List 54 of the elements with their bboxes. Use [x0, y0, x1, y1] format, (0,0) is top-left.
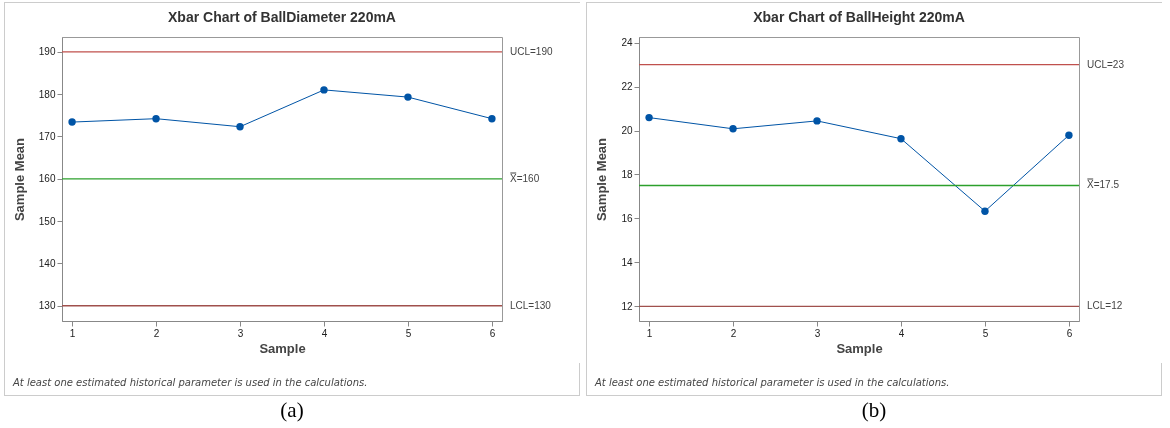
y-tick-label: 12 — [621, 300, 633, 312]
ref-line-label: UCL=23 — [1087, 58, 1125, 70]
y-tick-label: 14 — [621, 256, 633, 268]
ref-line-label: LCL=12 — [1087, 300, 1123, 312]
point — [404, 93, 412, 101]
point — [152, 114, 160, 123]
x-tick-label: 2 — [153, 327, 160, 339]
point — [897, 134, 905, 143]
ref-line-label: X̿=17.5 — [1087, 178, 1120, 191]
ref-line-label: LCL=130 — [510, 299, 552, 311]
x-tick-label: 1 — [69, 327, 76, 339]
ref-line-label: X̿=160 — [510, 171, 540, 184]
text: At least one estimated historical parameter is used in the calculations. — [595, 377, 950, 388]
y-tick-label: 130 — [38, 300, 56, 312]
point — [320, 86, 328, 94]
y-tick-label: 22 — [621, 81, 633, 93]
x-axis-title: Sample — [836, 340, 883, 356]
y-tick-label: 180 — [38, 88, 56, 100]
text: (a) — [279, 398, 305, 423]
x-tick-label: 4 — [898, 327, 905, 339]
x-tick-label: 1 — [646, 327, 653, 339]
y-tick-label: 16 — [621, 212, 633, 224]
y-axis-title: Sample Mean — [11, 137, 27, 222]
point — [236, 123, 244, 131]
x-tick-label: 4 — [321, 327, 328, 339]
point — [645, 113, 653, 122]
point — [68, 118, 76, 126]
x-tick-label: 5 — [982, 327, 989, 339]
text: (b) — [860, 398, 888, 423]
x-tick-label: 5 — [405, 327, 412, 339]
y-tick-label: 20 — [621, 125, 633, 137]
point — [729, 125, 737, 133]
x-tick-label: 3 — [814, 327, 821, 339]
y-tick-label: 160 — [38, 173, 56, 185]
y-tick-label: 24 — [621, 37, 633, 49]
x-tick-label: 6 — [489, 327, 496, 339]
x-axis-title: Sample — [259, 340, 306, 356]
point — [981, 207, 989, 215]
y-tick-label: 140 — [38, 257, 56, 269]
y-tick-label: 150 — [38, 215, 56, 227]
text: At least one estimated historical parameter is used in the calculations. — [13, 377, 368, 388]
chart-title: Xbar Chart of BallDiameter 220mA — [168, 9, 396, 25]
y-tick-label: 190 — [38, 46, 56, 58]
chart-title: Xbar Chart of BallHeight 220mA — [753, 9, 965, 25]
x-tick-label: 3 — [237, 327, 244, 339]
point — [1065, 131, 1073, 139]
point — [813, 117, 821, 125]
y-tick-label: 170 — [38, 130, 56, 142]
y-tick-label: 18 — [621, 169, 633, 180]
ref-line-label: UCL=190 — [510, 45, 553, 57]
point — [488, 114, 496, 123]
x-tick-label: 2 — [730, 327, 737, 339]
y-axis-title: Sample Mean — [594, 137, 610, 222]
x-tick-label: 6 — [1066, 327, 1073, 339]
